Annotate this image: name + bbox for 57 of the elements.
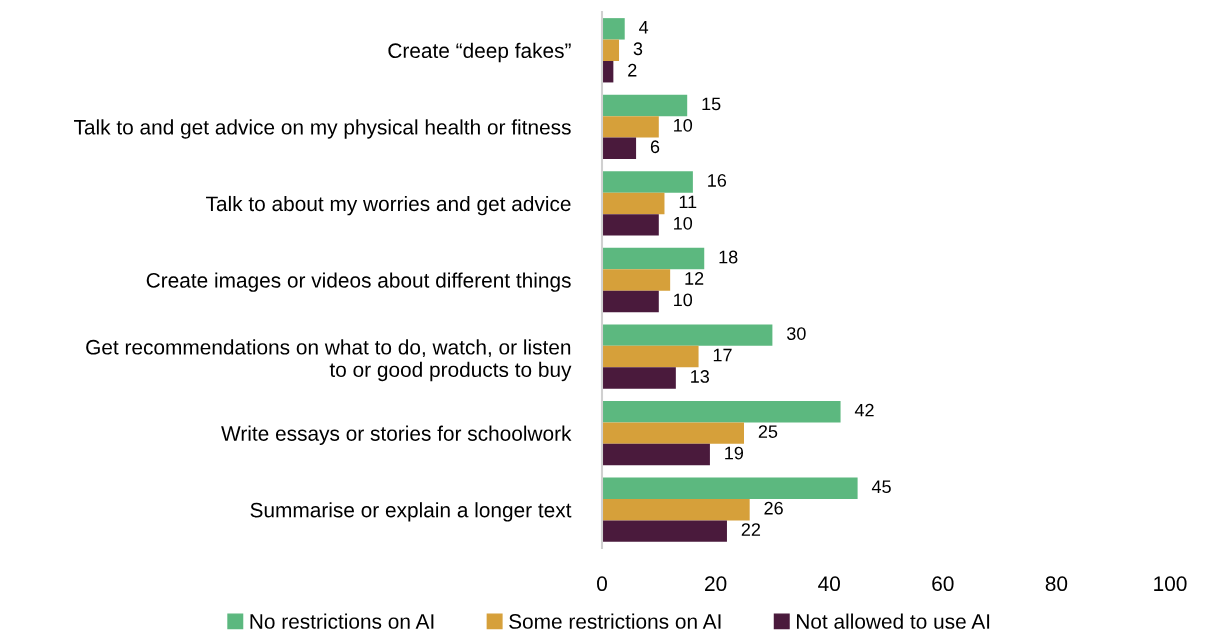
y-tick-label: Get recommendations on what to do, watch, or listen to or good products to buy <box>86 339 572 382</box>
y-tick-label: Talk to about my worries and get advice <box>206 195 571 216</box>
data-label: 17 <box>713 348 732 362</box>
x-tick-label: 20 <box>705 576 727 592</box>
bar <box>602 18 625 40</box>
x-tick-label: 40 <box>818 576 840 592</box>
data-label: 11 <box>679 195 697 209</box>
x-tick-label: 60 <box>932 576 954 592</box>
bar <box>602 400 841 423</box>
bar <box>602 443 710 466</box>
data-label: 15 <box>702 97 721 111</box>
data-label: 18 <box>719 250 738 264</box>
bar <box>602 477 858 499</box>
bar <box>602 247 705 270</box>
bar <box>602 94 688 117</box>
bar <box>602 214 659 236</box>
y-tick-label: Write essays or stories for schoolwork <box>221 425 572 446</box>
data-label: 10 <box>674 216 693 230</box>
data-label: 12 <box>685 272 704 285</box>
x-tick-label: 0 <box>597 576 607 592</box>
bar <box>602 520 727 542</box>
bar <box>602 171 693 193</box>
data-label: 13 <box>691 370 710 383</box>
bar <box>602 137 637 160</box>
data-label: 10 <box>674 118 693 132</box>
bar <box>602 192 665 215</box>
bar <box>602 39 620 62</box>
data-label: 3 <box>633 42 643 56</box>
data-label: 6 <box>650 140 660 154</box>
data-label: 42 <box>854 403 874 417</box>
data-label: 22 <box>741 523 761 536</box>
data-label: 25 <box>758 425 778 438</box>
legend-label: Some restrictions on AI <box>509 613 721 629</box>
bar <box>602 422 744 444</box>
bar <box>602 269 671 291</box>
bar <box>602 367 676 389</box>
data-label: 10 <box>674 293 693 307</box>
bar <box>602 498 750 521</box>
data-label: 2 <box>628 63 637 77</box>
data-label: 4 <box>639 21 649 34</box>
x-tick-label: 80 <box>1045 576 1068 592</box>
data-label: 16 <box>708 174 727 187</box>
x-tick-label: 100 <box>1154 576 1187 592</box>
y-tick-label: Summarise or explain a longer text <box>250 502 572 522</box>
data-label: 26 <box>764 501 783 515</box>
legend-label: Not allowed to use AI <box>797 613 990 629</box>
data-label: 30 <box>786 327 806 340</box>
bar <box>602 290 659 313</box>
data-label: 45 <box>871 480 891 494</box>
y-tick-label: Create “deep fakes” <box>388 42 571 63</box>
data-label: 19 <box>725 446 744 460</box>
bar <box>602 324 773 346</box>
y-tick-label: Create images or videos about different things <box>146 272 571 292</box>
y-tick-label: Talk to and get advice on my physical health or fitness <box>74 119 571 139</box>
legend-label: No restrictions on AI <box>250 613 434 629</box>
bar <box>602 116 659 138</box>
bar <box>602 345 699 368</box>
